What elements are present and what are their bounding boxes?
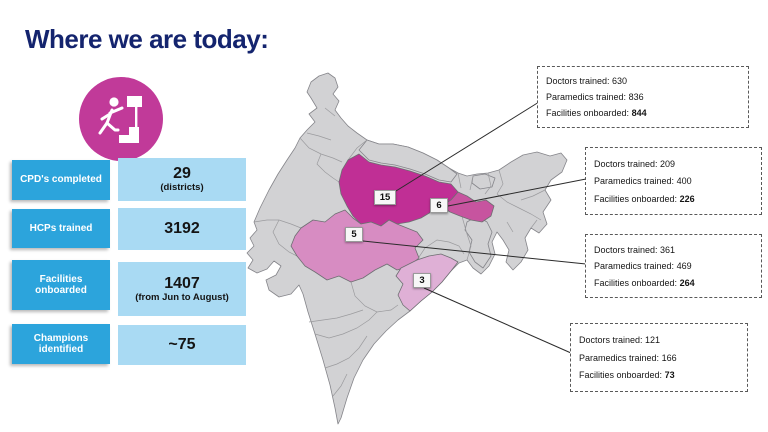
state-badge-odisha: 3 <box>413 273 431 288</box>
callout-odisha: Doctors trained: 121 Paramedics trained:… <box>570 323 748 392</box>
stat-number: ~75 <box>168 336 196 354</box>
paramedics-trained-line: Paramedics trained: 166 <box>579 352 677 363</box>
doctors-trained-line: Doctors trained: 361 <box>594 244 676 255</box>
stat-label-champions-identified: Champions identified <box>12 324 110 364</box>
facilities-onboarded-line: Facilities onboarded: 226 <box>594 193 695 204</box>
doctors-trained-line: Doctors trained: 121 <box>579 334 661 345</box>
stat-note: (from Jun to August) <box>135 291 229 303</box>
facilities-onboarded-line: Facilities onboarded: 844 <box>546 108 647 118</box>
doctors-trained-line: Doctors trained: 209 <box>594 158 676 169</box>
india-map <box>246 72 568 425</box>
paramedics-trained-line: Paramedics trained: 836 <box>546 92 644 102</box>
facilities-onboarded-line: Facilities onboarded: 264 <box>594 277 695 288</box>
callout-madhya-pradesh: Doctors trained: 361 Paramedics trained:… <box>585 234 762 298</box>
stat-label-hcps-trained: HCPs trained <box>12 209 110 248</box>
stat-value-champions-identified: ~75 <box>118 325 246 365</box>
state-badge-madhya-pradesh: 5 <box>345 227 363 242</box>
state-badge-bihar: 6 <box>430 198 448 213</box>
stat-number: 29 <box>173 165 191 183</box>
stat-value-facilities-onboarded: 1407 (from Jun to August) <box>118 262 246 316</box>
stat-label-facilities-onboarded: Facilities onboarded <box>12 260 110 310</box>
facilities-onboarded-line: Facilities onboarded: 73 <box>579 370 675 381</box>
doctors-trained-line: Doctors trained: 630 <box>546 76 628 86</box>
stat-number: 3192 <box>164 220 200 238</box>
milestone-icon-circle <box>79 77 163 161</box>
callout-bihar: Doctors trained: 209 Paramedics trained:… <box>585 147 762 215</box>
paramedics-trained-line: Paramedics trained: 469 <box>594 261 692 271</box>
stat-label-cpds-completed: CPD's completed <box>12 160 110 200</box>
paramedics-trained-line: Paramedics trained: 400 <box>594 176 692 186</box>
person-climbing-steps-flag-icon <box>98 96 142 143</box>
stat-note: (districts) <box>160 182 204 194</box>
callout-uttar-pradesh: Doctors trained: 630 Paramedics trained:… <box>537 66 749 128</box>
page-title: Where we are today: <box>25 24 269 54</box>
stat-value-hcps-trained: 3192 <box>118 208 246 250</box>
state-badge-uttar-pradesh: 15 <box>374 190 396 205</box>
stat-number: 1407 <box>164 274 200 292</box>
stat-value-cpds-completed: 29 (districts) <box>118 158 246 201</box>
